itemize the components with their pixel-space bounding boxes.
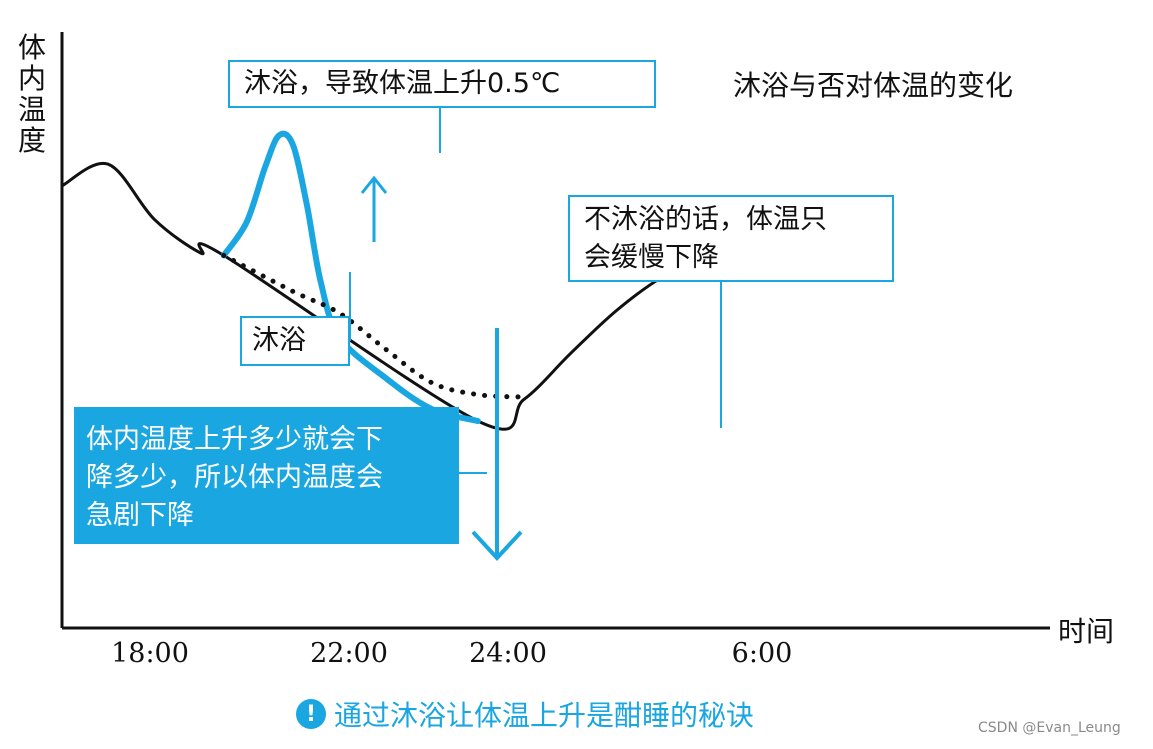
peak-annotation-text: 沐浴，导致体温上升0.5℃ — [244, 68, 561, 99]
bath-annotation-text: 沐浴 — [252, 325, 306, 356]
decor-layer — [349, 108, 722, 561]
rapid-drop-line: 降多少，所以体内温度会 — [86, 462, 383, 493]
no-bath-temp-line — [221, 252, 527, 400]
rapid-drop-annotation: 体内温度上升多少就会下 降多少，所以体内温度会 急剧下降 — [74, 407, 459, 544]
y-axis-label: 体内温度 — [17, 31, 46, 157]
rise-arrow-head — [360, 175, 388, 194]
rapid-drop-line: 体内温度上升多少就会下 — [86, 424, 383, 455]
exclamation-icon: ! — [296, 699, 326, 729]
slow-decline-line: 会缓慢下降 — [584, 242, 719, 273]
x-tick-label: 24:00 — [469, 638, 547, 669]
slow-decline-line: 不沐浴的话，体温只 — [584, 204, 827, 235]
x-tick-label: 18:00 — [111, 638, 189, 669]
caption-text: 通过沐浴让体温上升是酣睡的秘诀 — [334, 699, 755, 732]
chart-title: 沐浴与否对体温的变化 — [733, 69, 1014, 102]
drop-arrow-head — [471, 530, 523, 561]
watermark: CSDN @Evan_Leung — [978, 720, 1121, 736]
rapid-drop-line: 急剧下降 — [86, 500, 194, 531]
x-tick-label: 22:00 — [310, 638, 388, 669]
peak-annotation: 沐浴，导致体温上升0.5℃ — [228, 60, 656, 108]
x-tick-label: 6:00 — [731, 638, 793, 669]
x-axis-label: 时间 — [1058, 615, 1115, 648]
slow-decline-annotation: 不沐浴的话，体温只 会缓慢下降 — [568, 195, 894, 282]
bath-temp-line — [220, 130, 481, 424]
caption: ! 通过沐浴让体温上升是酣睡的秘诀 — [296, 694, 754, 734]
bath-annotation: 沐浴 — [240, 316, 350, 366]
